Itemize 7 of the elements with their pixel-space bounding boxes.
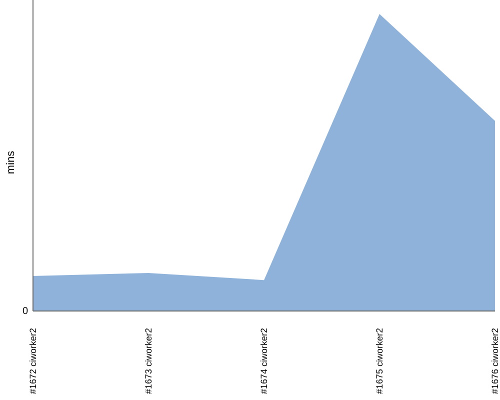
x-tick-label: #1676 ciworker2 — [490, 328, 500, 394]
text: 0 — [22, 306, 28, 317]
x-tick-label: #1674 ciworker2 — [259, 328, 269, 394]
x-tick-label: #1673 ciworker2 — [144, 328, 154, 394]
y-axis-title: mins — [5, 150, 17, 174]
x-tick-label: #1672 ciworker2 — [28, 328, 38, 394]
x-tick-label: #1675 ciworker2 — [374, 328, 384, 394]
